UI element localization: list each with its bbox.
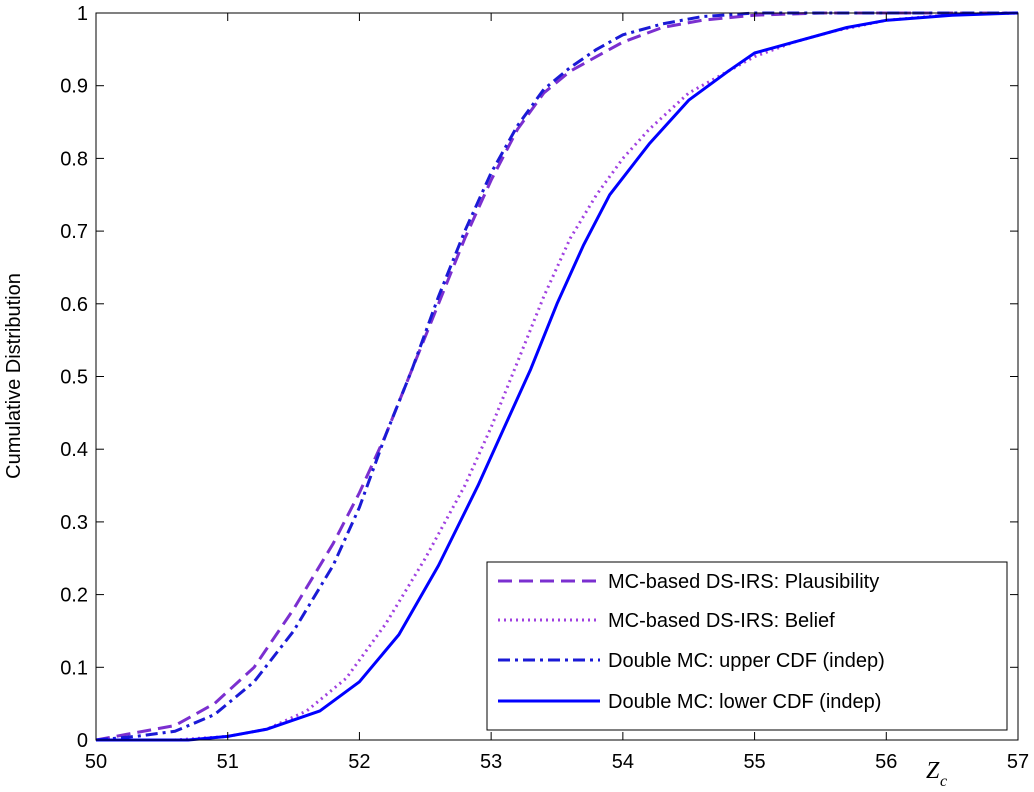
x-tick-label: 57 bbox=[1007, 751, 1029, 773]
legend-entry-3: Double MC: upper CDF (indep) bbox=[498, 650, 885, 672]
legend-label: MC-based DS-IRS: Plausibility bbox=[608, 571, 879, 593]
y-axis-label: Cumulative Distribution bbox=[3, 273, 25, 479]
x-tick-label: 53 bbox=[480, 751, 502, 773]
legend: MC-based DS-IRS: Plausibility MC-based DS… bbox=[486, 561, 1008, 731]
y-tick-label: 0.8 bbox=[60, 148, 88, 170]
x-tick-label: 55 bbox=[743, 751, 765, 773]
y-tick-label: 0.9 bbox=[60, 76, 88, 98]
y-axis-ticks: 0 0.1 0.2 0.3 0.4 0.5 0.6 0.7 0.8 0.9 1 bbox=[60, 3, 1018, 752]
x-axis-ticks: 50 51 52 53 54 55 56 57 bbox=[85, 13, 1029, 773]
x-axis-label: Z c bbox=[926, 758, 947, 790]
legend-entries: MC-based DS-IRS: Plausibility MC-based DS… bbox=[498, 571, 885, 713]
legend-label: MC-based DS-IRS: Belief bbox=[608, 610, 835, 632]
x-axis-label-main: Z bbox=[926, 758, 940, 784]
x-tick-label: 56 bbox=[875, 751, 897, 773]
legend-entry-4: Double MC: lower CDF (indep) bbox=[498, 691, 881, 713]
x-tick-label: 54 bbox=[612, 751, 634, 773]
y-tick-label: 0 bbox=[77, 730, 88, 752]
y-tick-label: 0.6 bbox=[60, 294, 88, 316]
legend-label: Double MC: upper CDF (indep) bbox=[608, 650, 885, 672]
legend-label: Double MC: lower CDF (indep) bbox=[608, 691, 881, 713]
x-axis-label-subscript: c bbox=[940, 773, 947, 790]
y-tick-label: 0.4 bbox=[60, 439, 88, 461]
y-tick-label: 0.1 bbox=[60, 657, 88, 679]
y-tick-label: 1 bbox=[77, 3, 88, 25]
legend-entry-1: MC-based DS-IRS: Plausibility bbox=[498, 571, 879, 593]
x-tick-label: 51 bbox=[217, 751, 239, 773]
x-tick-label: 50 bbox=[85, 751, 107, 773]
series-line-4 bbox=[96, 11, 1019, 742]
x-tick-label: 52 bbox=[348, 751, 370, 773]
y-tick-label: 0.5 bbox=[60, 367, 88, 389]
y-tick-label: 0.2 bbox=[60, 585, 88, 607]
y-tick-label: 0.7 bbox=[60, 221, 88, 243]
y-tick-label: 0.3 bbox=[60, 512, 88, 534]
legend-entry-2: MC-based DS-IRS: Belief bbox=[498, 610, 835, 632]
